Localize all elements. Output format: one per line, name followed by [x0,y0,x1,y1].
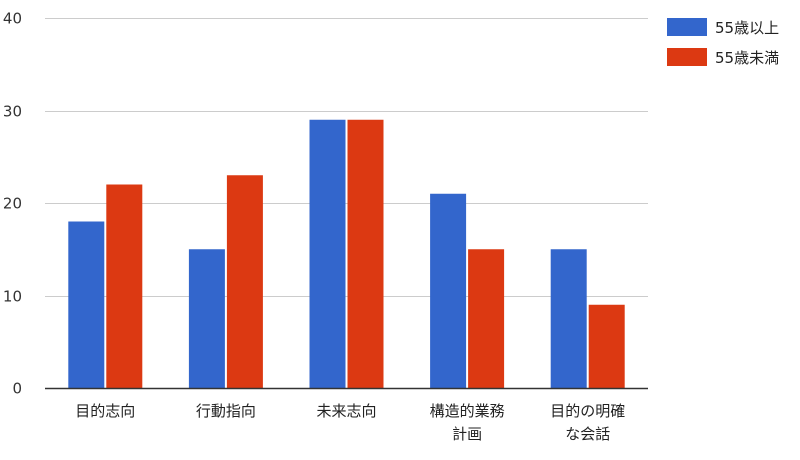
x-tick-label-1: 目的志向 [75,402,135,420]
y-tick-label-10: 10 [3,288,22,306]
x-tick-label-3: 未来志向 [316,402,376,420]
bar-2-4 [468,249,505,388]
legend: 55歳以上 55歳未満 [667,18,779,67]
y-tick-label-40: 40 [3,10,22,28]
gridlines [45,18,648,297]
bar-2-1 [106,184,143,388]
bar-2-3 [347,119,384,388]
bar-1-3 [309,119,346,388]
bar-1-5 [550,249,587,388]
y-tick-label-20: 20 [3,195,22,213]
y-tick-label-0: 0 [12,380,22,398]
bar-1-4 [430,193,467,388]
legend-label-1: 55歳以上 [715,19,779,37]
y-tick-label-30: 30 [3,103,22,121]
legend-label-2: 55歳未満 [715,49,779,67]
x-tick-label-2: 行動指向 [196,402,256,420]
bar-1-2 [188,249,225,388]
bars [68,119,625,388]
bar-2-2 [226,175,263,388]
legend-swatch-1 [667,18,707,36]
x-tick-label-5: 目的の明確な会話 [550,402,625,443]
legend-swatch-2 [667,48,707,66]
axes: 0 10 20 30 40 目的志向 行動指向 未来志向 構造的業務計画 目的の明確な会話 [3,10,648,443]
x-tick-label-4: 構造的業務計画 [430,402,505,443]
bar-2-5 [588,304,625,388]
bar-1-1 [68,221,105,388]
